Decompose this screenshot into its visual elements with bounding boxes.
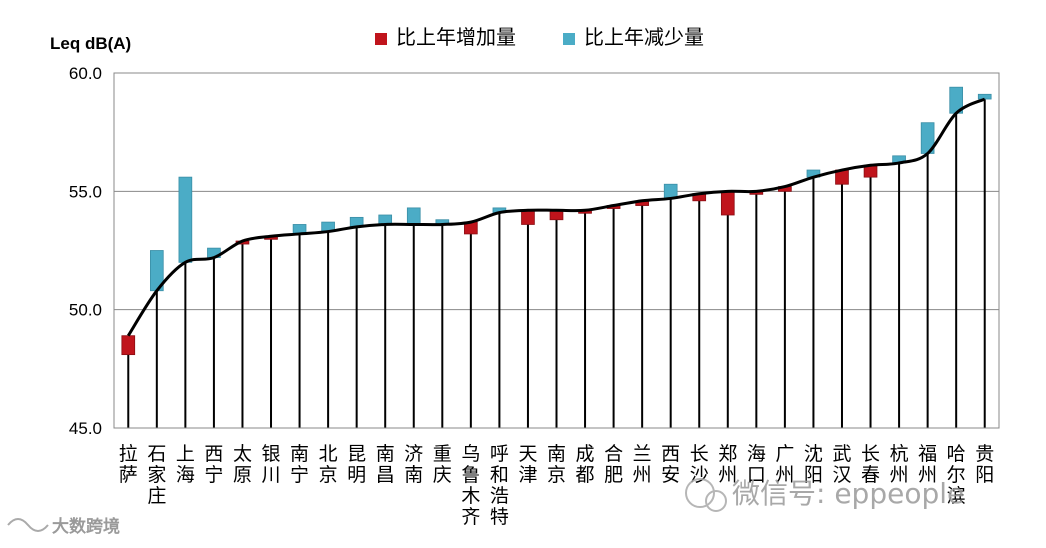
legend-label-increase: 比上年增加量 [396, 25, 516, 49]
legend-label-decrease: 比上年减少量 [584, 25, 704, 49]
x-category-label: 西安 [661, 443, 680, 486]
x-category-text: 南昌 [376, 443, 395, 486]
increase-bar [521, 209, 535, 225]
y-tick-label: 55.0 [69, 182, 102, 201]
brand-logo-text: 大数跨境 [52, 516, 120, 537]
x-axis-categories: 拉萨石家庄上海西宁太原银川南宁北京昆明南昌济南重庆乌鲁木齐呼和浩特天津南京成都合… [119, 443, 994, 528]
x-category-label: 拉萨 [119, 443, 138, 486]
x-category-text: 西宁 [204, 443, 223, 486]
x-category-text: 成都 [576, 443, 595, 486]
decrease-bar [977, 93, 992, 100]
brand-watermark: 大数跨境 [7, 516, 120, 537]
legend: 比上年增加量 比上年减少量 [375, 25, 704, 49]
x-category-text: 天津 [518, 443, 537, 486]
y-tick-label: 45.0 [69, 419, 102, 438]
x-category-label: 郑州 [718, 443, 737, 486]
x-category-label: 哈尔滨 [947, 443, 966, 507]
wechat-icon [685, 478, 715, 508]
x-category-label: 上海 [176, 443, 195, 486]
wechat-watermark: 微信号: eppeople [685, 477, 964, 512]
x-category-label: 合肥 [604, 443, 623, 486]
brand-logo-icon [7, 518, 49, 532]
decrease-bar [406, 207, 421, 225]
x-category-label: 南昌 [376, 443, 395, 486]
x-category-label: 福州 [918, 443, 937, 486]
legend-swatch-increase [375, 33, 387, 45]
x-category-label: 兰州 [633, 443, 652, 486]
x-category-text: 太原 [233, 443, 252, 486]
x-category-label: 长春 [861, 443, 880, 486]
x-category-text: 沈阳 [804, 443, 823, 486]
x-category-label: 海口 [747, 443, 766, 486]
y-axis-ticks: 45.0 50.0 55.0 60.0 [69, 64, 102, 438]
legend-swatch-decrease [563, 33, 575, 45]
x-category-text: 南宁 [290, 443, 309, 486]
wechat-icon-bubble [705, 490, 727, 512]
x-category-text: 兰州 [633, 443, 652, 486]
x-category-label: 太原 [233, 443, 252, 486]
x-category-label: 北京 [319, 443, 338, 486]
x-category-text: 武汉 [832, 443, 851, 486]
x-category-text: 福州 [918, 443, 937, 486]
y-axis-label: Leq dB(A) [50, 34, 131, 53]
x-category-label: 武汉 [832, 443, 851, 486]
x-category-label: 广州 [775, 443, 794, 486]
x-category-text: 重庆 [433, 443, 452, 486]
x-category-text: 乌鲁木齐 [461, 443, 480, 528]
increase-bar [720, 190, 735, 216]
x-category-label: 成都 [576, 443, 595, 486]
x-category-label: 沈阳 [804, 443, 823, 486]
noise-level-line [127, 97, 986, 337]
x-category-text: 石家庄 [147, 443, 166, 507]
drop-lines [127, 99, 986, 428]
x-category-text: 贵阳 [975, 443, 994, 486]
x-category-label: 西宁 [204, 443, 223, 486]
x-category-text: 长春 [861, 443, 880, 486]
decrease-bar [178, 176, 193, 263]
x-category-label: 天津 [518, 443, 537, 486]
x-category-text: 呼和浩特 [490, 443, 509, 528]
x-category-text: 广州 [775, 443, 794, 486]
x-category-text: 济南 [404, 443, 423, 486]
x-category-text: 银川 [262, 443, 281, 486]
x-category-label: 济南 [404, 443, 423, 486]
x-category-text: 拉萨 [119, 443, 138, 486]
x-category-label: 呼和浩特 [490, 443, 509, 528]
x-category-text: 北京 [319, 443, 338, 486]
y-tick-label: 60.0 [69, 64, 102, 83]
x-category-label: 乌鲁木齐 [461, 443, 480, 528]
x-category-label: 南宁 [290, 443, 309, 486]
x-category-text: 上海 [176, 443, 195, 486]
x-category-text: 西安 [661, 443, 680, 486]
x-category-label: 杭州 [890, 443, 909, 486]
x-category-label: 昆明 [347, 443, 366, 486]
x-category-text: 哈尔滨 [947, 443, 966, 507]
x-category-label: 南京 [547, 443, 566, 486]
x-category-label: 银川 [262, 443, 281, 486]
plot-frame [113, 72, 1000, 429]
x-category-label: 石家庄 [147, 443, 166, 507]
y-tick-label: 50.0 [69, 301, 102, 320]
x-category-label: 重庆 [433, 443, 452, 486]
x-category-text: 南京 [547, 443, 566, 486]
x-category-text: 海口 [747, 443, 766, 486]
x-category-text: 昆明 [347, 443, 366, 486]
x-category-text: 杭州 [890, 443, 909, 486]
x-category-label: 贵阳 [975, 443, 994, 486]
x-category-text: 合肥 [604, 443, 623, 486]
x-category-text: 郑州 [718, 443, 737, 486]
wechat-id-text: 微信号: eppeople [732, 477, 964, 510]
increase-bar [121, 335, 136, 356]
